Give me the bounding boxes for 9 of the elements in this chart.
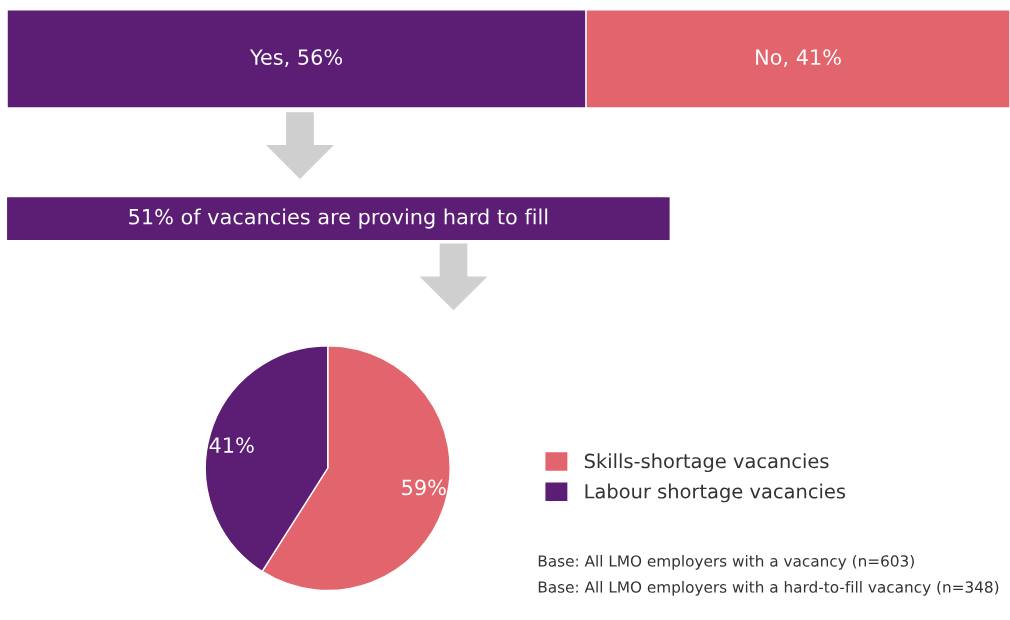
data-label: 59%: [402, 479, 446, 496]
data-label: 41%: [209, 437, 254, 453]
text: Base: All LMO employers with a vacancy (n=603): [538, 554, 914, 570]
data-label: Yes, 56%: [249, 49, 343, 68]
text: Base: All LMO employers with a hard-to-fill vacancy (n=348): [538, 580, 999, 596]
legend-label: Labour shortage vacancies: [585, 483, 846, 503]
data-label: No, 41%: [756, 49, 841, 68]
legend-label: Skills-shortage vacancies: [584, 453, 829, 473]
text: 51% of vacancies are proving hard to fill: [129, 208, 548, 229]
